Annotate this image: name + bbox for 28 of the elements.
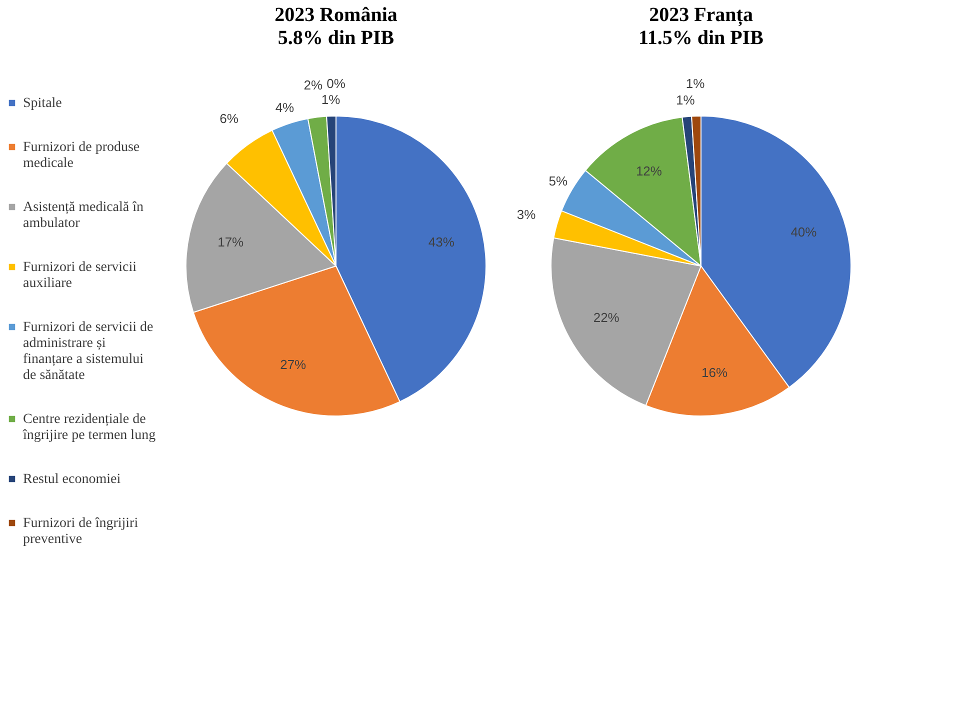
data-label: 1% [676,92,696,108]
data-label: 3% [516,207,536,222]
legend-label: Spitale [23,96,62,111]
chart-title: 2023 România [274,4,398,26]
data-label: 22% [593,310,620,326]
data-label: 1% [686,76,706,92]
data-label: 43% [428,234,455,250]
legend-label: Restul economiei [23,472,121,487]
data-label: 40% [790,224,818,240]
data-label: 6% [220,110,239,126]
legend-label: Centre rezidențiale de îngrijire pe termen lung [22,412,156,443]
data-label: 27% [280,357,307,372]
data-label: 17% [218,234,244,250]
legend-label: Asistență medicală în ambulator [23,200,144,231]
data-label: 16% [702,365,728,380]
data-label: 12% [636,163,662,178]
chart-title: 2023 Franța [649,4,753,28]
chart-subtitle: 11.5% din PIB [638,27,764,50]
data-label: 2% [304,77,324,92]
chart-subtitle: 5.8% din PIB [278,27,394,49]
legend-label: Furnizori de produse medicale [23,140,140,171]
legend-label: Furnizori de servicii auxiliare [23,260,137,291]
data-label: 4% [275,100,295,116]
legend-label: Furnizori de îngrijiri preventive [23,516,138,547]
data-label: 1% [321,92,341,108]
data-label: 5% [548,174,568,188]
text: 0% [326,76,346,91]
legend-label: Furnizori de servicii de administrare și finanțare a sistemului de sănătate [23,320,154,383]
